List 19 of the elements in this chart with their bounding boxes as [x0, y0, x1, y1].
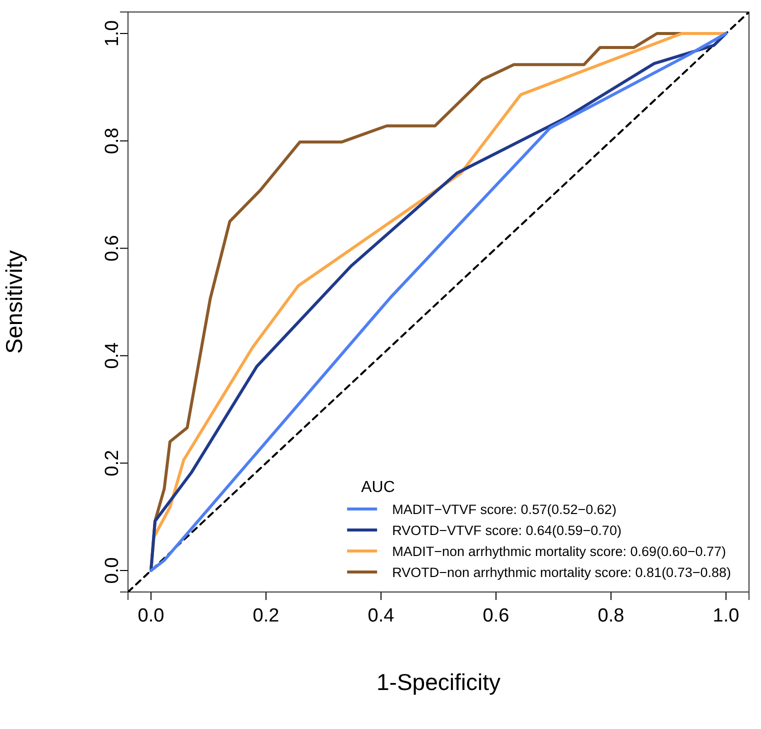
x-axis-title: 1-Specificity [376, 669, 501, 695]
x-tick-label: 0.2 [252, 605, 280, 626]
x-tick-label: 0.4 [368, 605, 395, 626]
x-tick-label: 1.0 [712, 605, 740, 626]
legend-label: RVOTD−VTVF score: 0.64(0.59−0.70) [392, 523, 622, 538]
y-axis-title: Sensitivity [1, 250, 27, 354]
legend-label: RVOTD−non arrhythmic mortality score: 0.81(0.73−0.88) [392, 565, 731, 580]
x-tick-label: 0.8 [598, 605, 624, 626]
legend-title: AUC [361, 479, 395, 496]
x-tick-label: 0.0 [138, 605, 164, 626]
y-tick-label: 0.4 [102, 342, 124, 369]
y-tick-label: 0.6 [102, 235, 124, 262]
x-tick-label: 0.6 [482, 605, 510, 626]
y-tick-label: 1.0 [102, 20, 124, 47]
legend-label: MADIT−non arrhythmic mortality score: 0.69(0.60−0.77) [392, 544, 726, 559]
y-tick-label: 0.8 [102, 128, 124, 154]
legend-label: MADIT−VTVF score: 0.57(0.52−0.62) [392, 502, 616, 517]
y-tick-label: 0.0 [102, 557, 124, 584]
y-tick-label: 0.2 [102, 450, 124, 476]
